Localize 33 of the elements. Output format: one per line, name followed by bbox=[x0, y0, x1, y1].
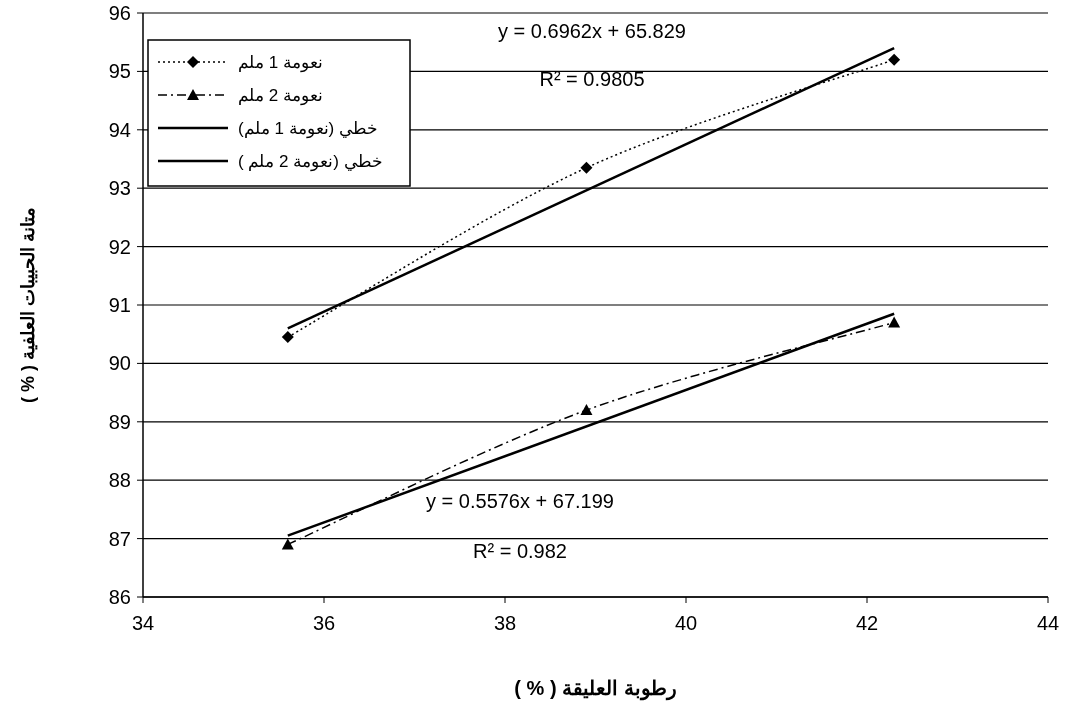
x-tick-label: 38 bbox=[493, 612, 517, 634]
x-tick-label: 42 bbox=[855, 612, 879, 634]
point bbox=[281, 331, 294, 344]
point bbox=[281, 538, 294, 550]
legend-label: نعومة 1 ملم bbox=[238, 53, 323, 73]
annotation: y = 0.6962x + 65.829 bbox=[498, 20, 686, 42]
annotation: R² = 0.9805 bbox=[539, 68, 645, 90]
y-axis-title: متانة الحبيبات العلفية ( % ) bbox=[18, 207, 38, 403]
x-axis-title: رطوبة العليقة ( % ) bbox=[514, 677, 677, 701]
annotation: y = 0.5576x + 67.199 bbox=[426, 490, 614, 512]
legend-label: خطي (نعومة 1 ملم) bbox=[238, 119, 378, 139]
x-tick-label: 44 bbox=[1036, 612, 1060, 634]
y-tick-label: 89 bbox=[108, 410, 131, 433]
y-tick-label: 90 bbox=[108, 352, 131, 375]
point bbox=[888, 316, 901, 328]
annotation: R² = 0.982 bbox=[473, 540, 567, 562]
y-tick-label: 95 bbox=[108, 60, 131, 83]
legend-label: خطي (نعومة 2 ملم ) bbox=[238, 152, 383, 172]
y-tick-label: 87 bbox=[108, 527, 131, 550]
y-tick-label: 88 bbox=[108, 469, 131, 492]
point bbox=[580, 404, 593, 416]
y-tick-label: 94 bbox=[108, 118, 131, 141]
point bbox=[888, 53, 901, 66]
x-tick-label: 34 bbox=[131, 612, 155, 634]
y-tick-label: 96 bbox=[108, 2, 131, 24]
legend-label: نعومة 2 ملم bbox=[238, 86, 323, 106]
y-tick-label: 91 bbox=[108, 294, 131, 316]
point bbox=[580, 161, 593, 174]
y-tick-label: 86 bbox=[108, 586, 131, 608]
y-tick-label: 92 bbox=[108, 235, 131, 258]
y-tick-label: 93 bbox=[108, 177, 131, 200]
x-tick-label: 36 bbox=[312, 612, 336, 634]
x-tick-label: 40 bbox=[674, 612, 698, 634]
